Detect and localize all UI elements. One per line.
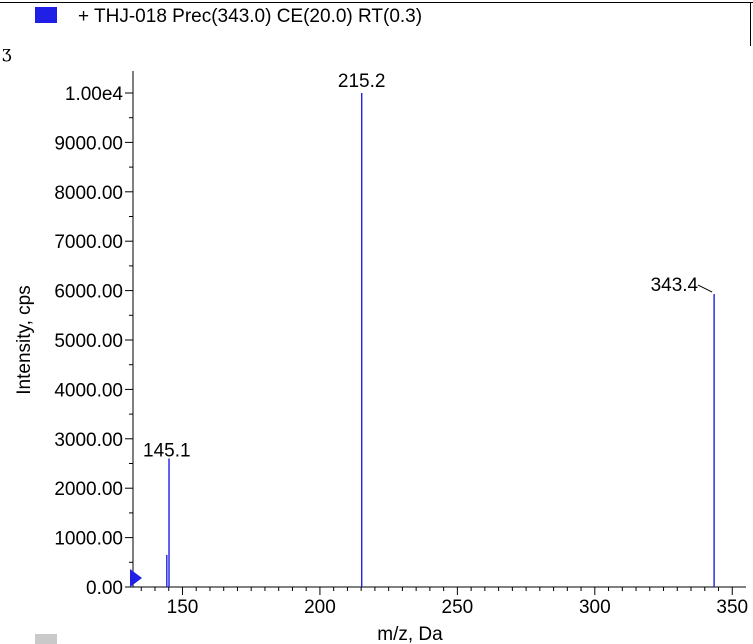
y-tick-label: 9000.00 bbox=[54, 133, 123, 154]
x-tick-label: 250 bbox=[442, 597, 474, 618]
x-tick-label: 150 bbox=[167, 597, 199, 618]
y-tick-label: 1.00e4 bbox=[65, 84, 124, 105]
peaks: 145.1 215.2 343.4 bbox=[143, 71, 715, 587]
y-axis-title: Intensity, cps bbox=[14, 285, 35, 394]
axes: 0.00 1000.00 2000.00 3000.00 4000.00 5000.00 6… bbox=[54, 71, 748, 618]
y-tick-label: 7000.00 bbox=[54, 232, 123, 253]
peak-label: 343.4 bbox=[651, 275, 699, 296]
peak-label: 145.1 bbox=[143, 441, 191, 462]
legend-swatch bbox=[35, 7, 57, 23]
x-tick-label: 300 bbox=[579, 597, 611, 618]
secondary-legend-swatch bbox=[35, 634, 57, 644]
top-border-line bbox=[0, 2, 753, 3]
y-tick-label: 2000.00 bbox=[54, 479, 123, 500]
axis-start-marker-icon[interactable] bbox=[130, 569, 142, 587]
peak-leader-line bbox=[697, 284, 713, 293]
y-tick-label: 5000.00 bbox=[54, 331, 123, 352]
y-tick-label: 1000.00 bbox=[54, 529, 123, 550]
y-tick-label: 3000.00 bbox=[54, 430, 123, 451]
legend-label: + THJ-018 Prec(343.0) CE(20.0) RT(0.3) bbox=[78, 6, 423, 27]
y-tick-label: 0.00 bbox=[86, 578, 123, 599]
x-axis-title: m/z, Da bbox=[377, 624, 443, 644]
y-tick-label: 4000.00 bbox=[54, 380, 123, 401]
peak-label: 215.2 bbox=[338, 71, 386, 92]
y-tick-label: 6000.00 bbox=[54, 282, 123, 303]
corner-glyph: ʒ bbox=[2, 43, 12, 63]
right-border-line bbox=[750, 2, 751, 46]
x-tick-label: 200 bbox=[304, 597, 336, 618]
y-tick-label: 8000.00 bbox=[54, 183, 123, 204]
x-tick-label: 350 bbox=[716, 597, 748, 618]
